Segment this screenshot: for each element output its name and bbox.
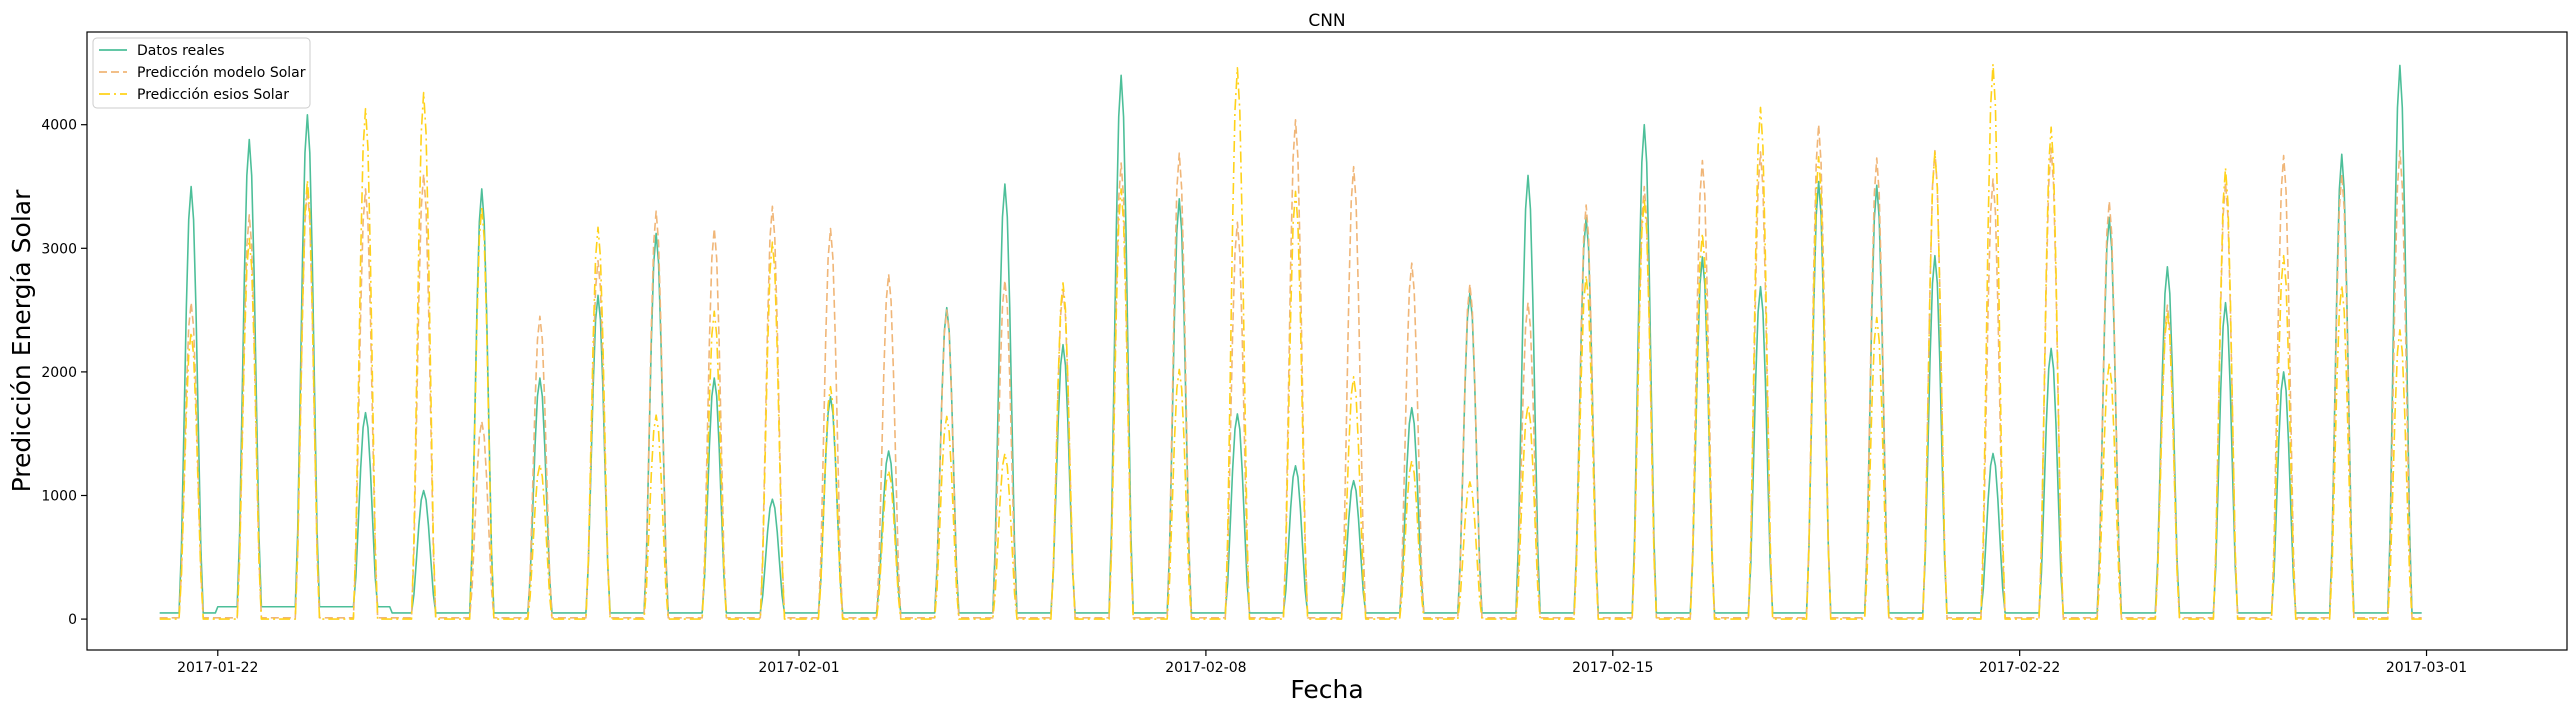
x-axis-label: Fecha [1290, 675, 1363, 704]
plot-frame [86, 31, 2568, 651]
x-tick-label: 2017-03-01 [2386, 660, 2467, 676]
series-line-1 [159, 64, 2422, 614]
x-tick-label: 2017-02-22 [1979, 660, 2060, 676]
y-axis: 0 1000 2000 3000 4000 [41, 118, 87, 628]
x-axis: 2017-01-22 2017-02-01 2017-02-08 2017-02-15… [177, 650, 2467, 676]
x-tick-label: 2017-02-15 [1572, 660, 1653, 676]
legend: Datos reales Predicción modelo Solar Predi… [92, 37, 311, 109]
chart-title: CNN [1308, 11, 1345, 31]
y-axis-label: Predicción Energía Solar [7, 189, 36, 492]
legend-label-3: Predicción esios Solar [137, 87, 289, 103]
series-line-3 [159, 63, 2422, 620]
y-tick-label: 4000 [41, 118, 77, 134]
x-tick-label: 2017-02-01 [758, 660, 839, 676]
legend-box [92, 37, 311, 109]
y-tick-label: 3000 [41, 241, 77, 257]
legend-label-2: Predicción modelo Solar [137, 65, 306, 81]
y-tick-label: 2000 [41, 365, 77, 381]
y-tick-label: 1000 [41, 489, 77, 505]
legend-label-1: Datos reales [137, 43, 225, 59]
x-tick-label: 2017-02-08 [1165, 660, 1246, 676]
plot-area [86, 31, 2568, 651]
x-tick-label: 2017-01-22 [177, 660, 258, 676]
series-layer [159, 63, 2422, 620]
y-tick-label: 0 [68, 612, 77, 628]
series-line-2 [159, 118, 2422, 619]
